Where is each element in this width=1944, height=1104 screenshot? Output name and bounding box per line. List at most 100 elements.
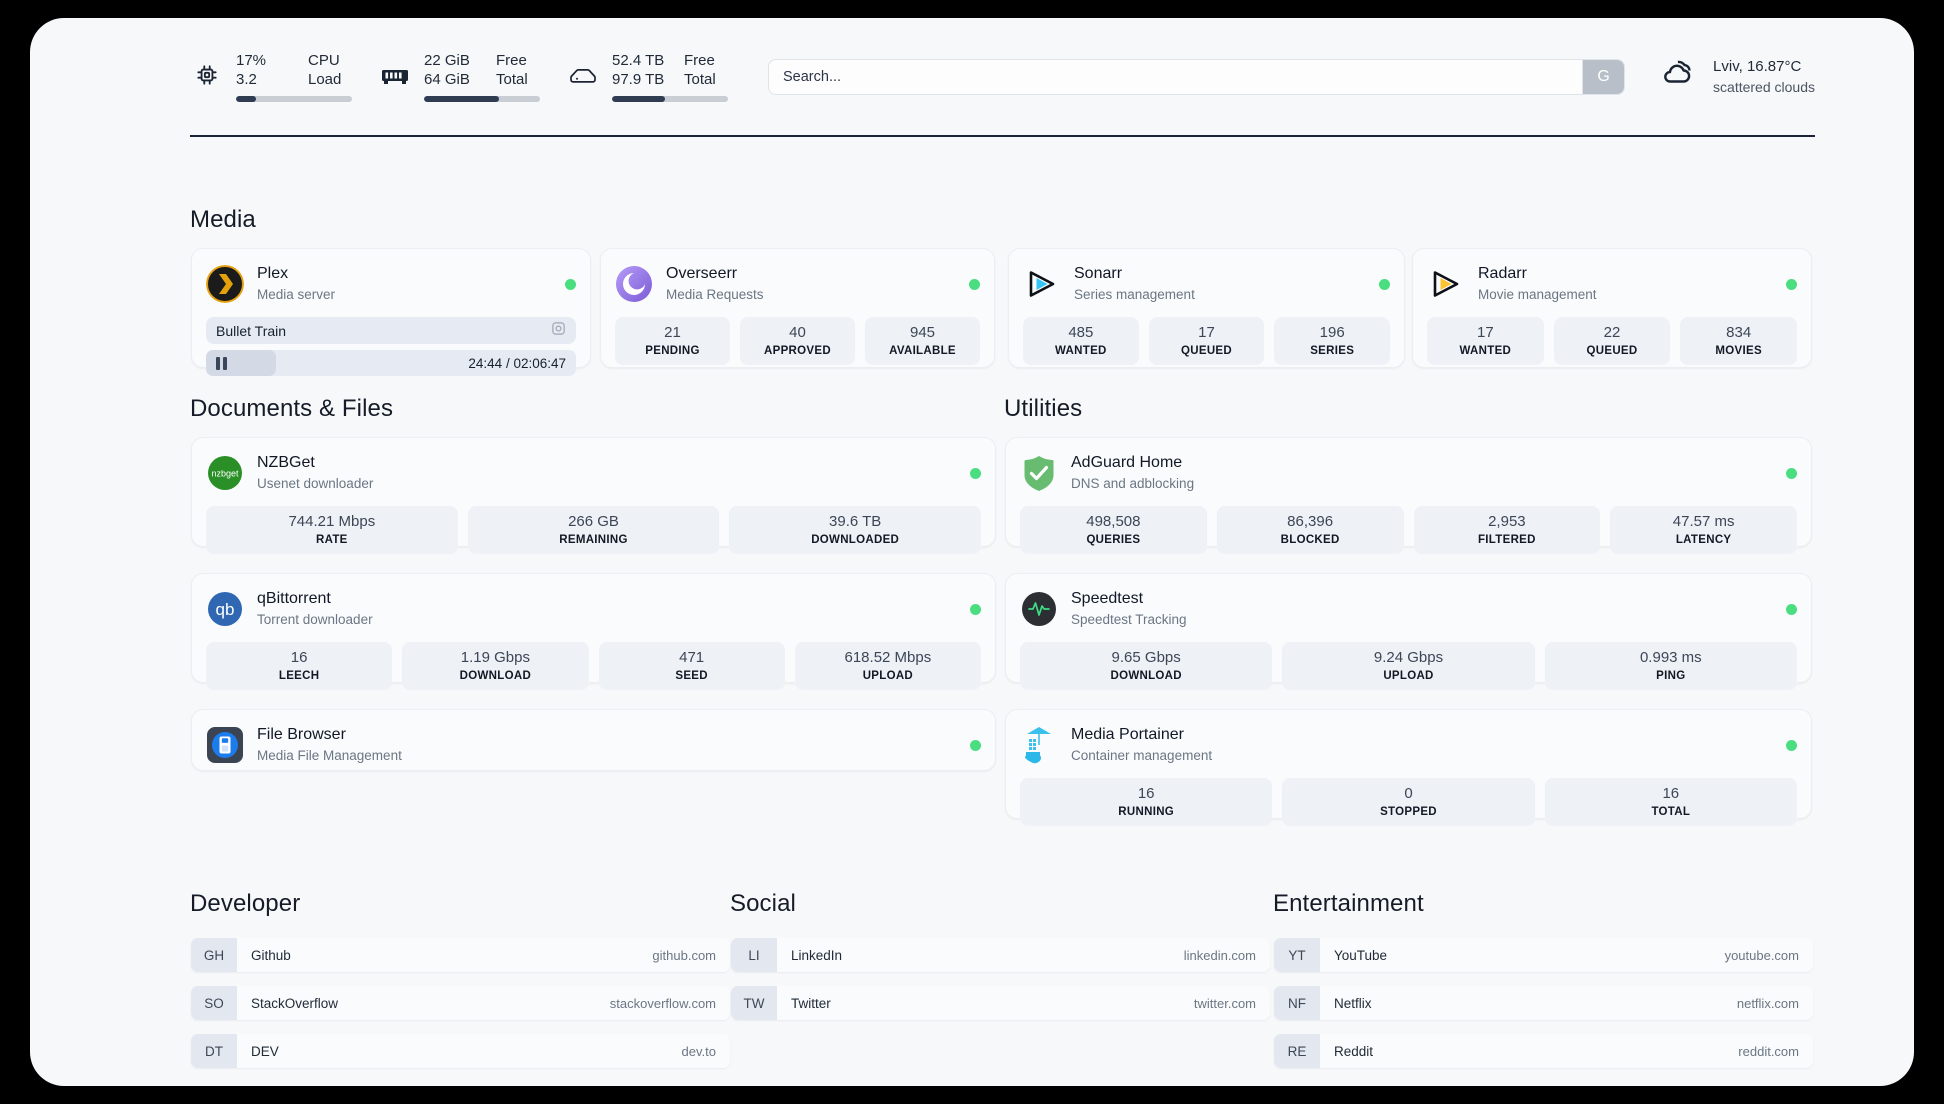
pause-icon[interactable]: [216, 356, 227, 370]
app-subtitle: Movie management: [1478, 287, 1597, 303]
radarr-icon: [1427, 265, 1465, 303]
stat-label: SERIES: [1310, 344, 1355, 357]
search-engine-button[interactable]: G: [1582, 60, 1625, 94]
card-header: nzbget NZBGet Usenet downloader: [206, 450, 981, 496]
bookmark-tag: LI: [731, 938, 777, 972]
stat-value: 17: [1198, 324, 1215, 341]
memory-free-value: 22 GiB: [424, 52, 470, 70]
stat-tile: 744.21 Mbps RATE: [206, 506, 458, 554]
bookmark-name: Github: [251, 947, 291, 963]
section-title-documents: Documents & Files: [190, 395, 394, 422]
disk-free-value: 52.4 TB: [612, 52, 665, 70]
disk-total-value: 97.9 TB: [612, 71, 665, 88]
search-input[interactable]: Search...: [783, 69, 842, 85]
card-header: AdGuard Home DNS and adblocking: [1020, 450, 1797, 496]
bookmark-url: stackoverflow.com: [609, 995, 716, 1011]
stat-tile: 17 WANTED: [1427, 317, 1544, 365]
card-nzbget[interactable]: nzbget NZBGet Usenet downloader 744.21 M…: [191, 437, 996, 554]
stat-label: DOWNLOADED: [811, 533, 900, 546]
stat-value: 16: [1137, 785, 1155, 802]
section-title-media: Media: [190, 206, 256, 233]
cpu-label-2: Load: [308, 71, 342, 88]
app-name: Sonarr: [1074, 265, 1123, 283]
stat-tile: 39.6 TB DOWNLOADED: [729, 506, 982, 554]
card-sonarr[interactable]: Sonarr Series management 485 WANTED 17 Q…: [1008, 248, 1405, 368]
bookmark-dev[interactable]: DT DEV dev.to: [191, 1034, 730, 1068]
card-speedtest[interactable]: Speedtest Speedtest Tracking 9.65 Gbps D…: [1005, 573, 1812, 690]
nzbget-icon: nzbget: [206, 454, 244, 492]
card-header: Plex Media server: [206, 261, 576, 307]
card-file-browser[interactable]: File Browser Media File Management: [191, 709, 996, 771]
card-plex[interactable]: Plex Media server Bullet Train 24:44 / 0…: [191, 248, 591, 376]
stat-value: 471: [679, 649, 705, 666]
stat-label: PENDING: [645, 344, 700, 357]
status-indicator: [1379, 278, 1390, 290]
stat-value: 39.6 TB: [829, 513, 882, 530]
app-name: Overseerr: [666, 265, 738, 283]
card-adguard-home[interactable]: AdGuard Home DNS and adblocking 498,508 …: [1005, 437, 1812, 554]
stat-label: UPLOAD: [862, 669, 914, 682]
bookmark-url: reddit.com: [1738, 1043, 1799, 1059]
stat-tile: 498,508 QUERIES: [1020, 506, 1207, 554]
stat-tile: 945 AVAILABLE: [865, 317, 980, 365]
section-title-social: Social: [730, 890, 796, 917]
disk-label-1: Free: [684, 52, 715, 70]
section-title-entertainment: Entertainment: [1273, 890, 1424, 917]
stat-tile: 17 QUEUED: [1148, 317, 1265, 365]
stat-label: DOWNLOAD: [459, 669, 532, 682]
playback-time: 24:44 / 02:06:47: [468, 355, 566, 371]
card-header: Radarr Movie management: [1427, 261, 1797, 307]
section-title-developer: Developer: [190, 890, 301, 917]
disk-icon: [566, 58, 600, 92]
bookmark-twitter[interactable]: TW Twitter twitter.com: [731, 986, 1270, 1020]
section-title-utilities: Utilities: [1004, 395, 1083, 422]
overseerr-icon: [615, 265, 653, 303]
bookmark-url: dev.to: [681, 1043, 716, 1059]
bookmark-stackoverflow[interactable]: SO StackOverflow stackoverflow.com: [191, 986, 730, 1020]
disk-label-2: Total: [684, 71, 716, 88]
stat-tile: 16 TOTAL: [1544, 778, 1797, 826]
stat-value: 40: [789, 324, 806, 341]
stat-value: 9.65 Gbps: [1111, 649, 1181, 666]
stat-tile: 22 QUEUED: [1553, 317, 1671, 365]
bookmark-linkedin[interactable]: LI LinkedIn linkedin.com: [731, 938, 1270, 972]
card-qbittorrent[interactable]: qb qBittorrent Torrent downloader 16 LEE…: [191, 573, 996, 690]
cast-icon[interactable]: [551, 321, 566, 341]
portainer-icon: [1020, 726, 1058, 764]
stat-tiles: 21 PENDING 40 APPROVED 945 AVAILABLE: [615, 317, 980, 365]
stat-value: 16: [290, 649, 308, 666]
bookmark-name: Twitter: [791, 995, 831, 1011]
app-name: Speedtest: [1071, 590, 1144, 608]
bookmark-github[interactable]: GH Github github.com: [191, 938, 730, 972]
playback-progress[interactable]: 24:44 / 02:06:47: [206, 350, 576, 376]
stat-value: 196: [1319, 324, 1345, 341]
card-media-portainer[interactable]: Media Portainer Container management 16 …: [1005, 709, 1812, 826]
card-header: qb qBittorrent Torrent downloader: [206, 586, 981, 632]
cpu-label-1: CPU: [308, 52, 340, 70]
stat-value: 21: [664, 324, 681, 341]
bookmark-url: github.com: [652, 947, 716, 963]
bookmark-youtube[interactable]: YT YouTube youtube.com: [1274, 938, 1813, 972]
app-name: AdGuard Home: [1071, 454, 1183, 472]
bookmark-tag: NF: [1274, 986, 1320, 1020]
bookmark-reddit[interactable]: RE Reddit reddit.com: [1274, 1034, 1813, 1068]
now-playing-bar: Bullet Train: [206, 317, 576, 344]
stat-label: LEECH: [278, 669, 320, 682]
card-overseerr[interactable]: Overseerr Media Requests 21 PENDING 40 A…: [600, 248, 995, 368]
bookmark-netflix[interactable]: NF Netflix netflix.com: [1274, 986, 1813, 1020]
search-box[interactable]: Search... G: [768, 59, 1626, 95]
dashboard-page: 17% 3.2 CPU Load: [30, 18, 1914, 1086]
card-radarr[interactable]: Radarr Movie management 17 WANTED 22 QUE…: [1412, 248, 1812, 368]
stat-label: RUNNING: [1118, 805, 1175, 818]
status-indicator: [969, 278, 980, 290]
stat-value: 22: [1603, 324, 1621, 341]
stat-tile: 0 STOPPED: [1282, 778, 1535, 826]
status-indicator: [970, 467, 981, 479]
stat-tile: 834 MOVIES: [1680, 317, 1798, 365]
stat-value: 266 GB: [568, 513, 619, 530]
stat-label: PING: [1656, 669, 1686, 682]
stat-value: 2,953: [1488, 513, 1526, 530]
stat-value: 16: [1662, 785, 1680, 802]
bookmark-url: netflix.com: [1736, 995, 1799, 1011]
memory-icon: [378, 58, 412, 92]
